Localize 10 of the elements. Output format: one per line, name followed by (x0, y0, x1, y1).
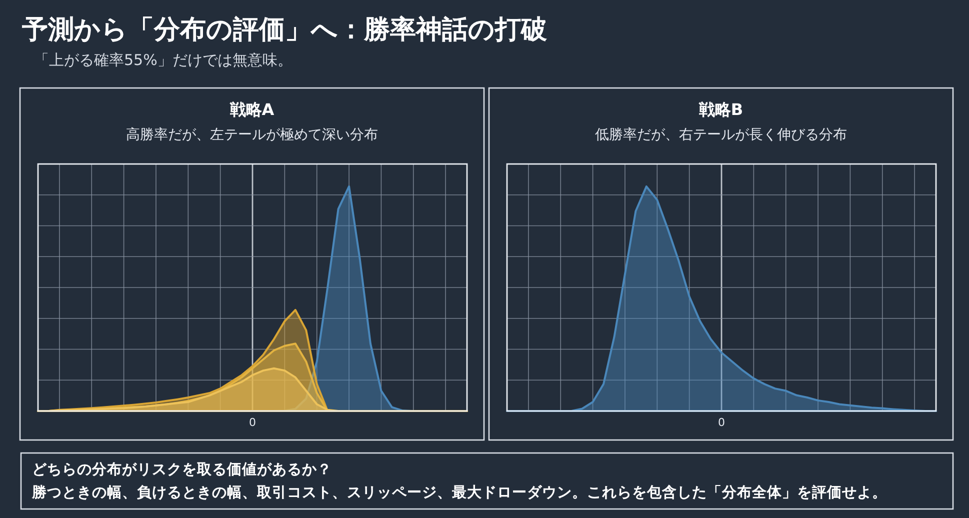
text: 0 (718, 416, 725, 429)
text: 0 (249, 416, 256, 429)
chart-subtitle: 低勝率だが、右テールが長く伸びる分布 (595, 127, 847, 143)
chart-title: 戦略A (228, 100, 275, 119)
text: どちらの分布がリスクを取る価値があるか？ (32, 461, 332, 478)
text: 予測から「分布の評価」へ：勝率神話の打破 (21, 15, 548, 45)
chart-subtitle: 高勝率だが、左テールが極めて深い分布 (126, 127, 378, 143)
text: 勝つときの幅、負けるときの幅、取引コスト、スリッページ、最大ドローダウン。これらを包含した「分布全体」を評価せよ。 (31, 484, 887, 501)
text: 「上がる確率55%」だけでは無意味。 (34, 51, 292, 69)
chart-title: 戦略B (698, 100, 744, 119)
